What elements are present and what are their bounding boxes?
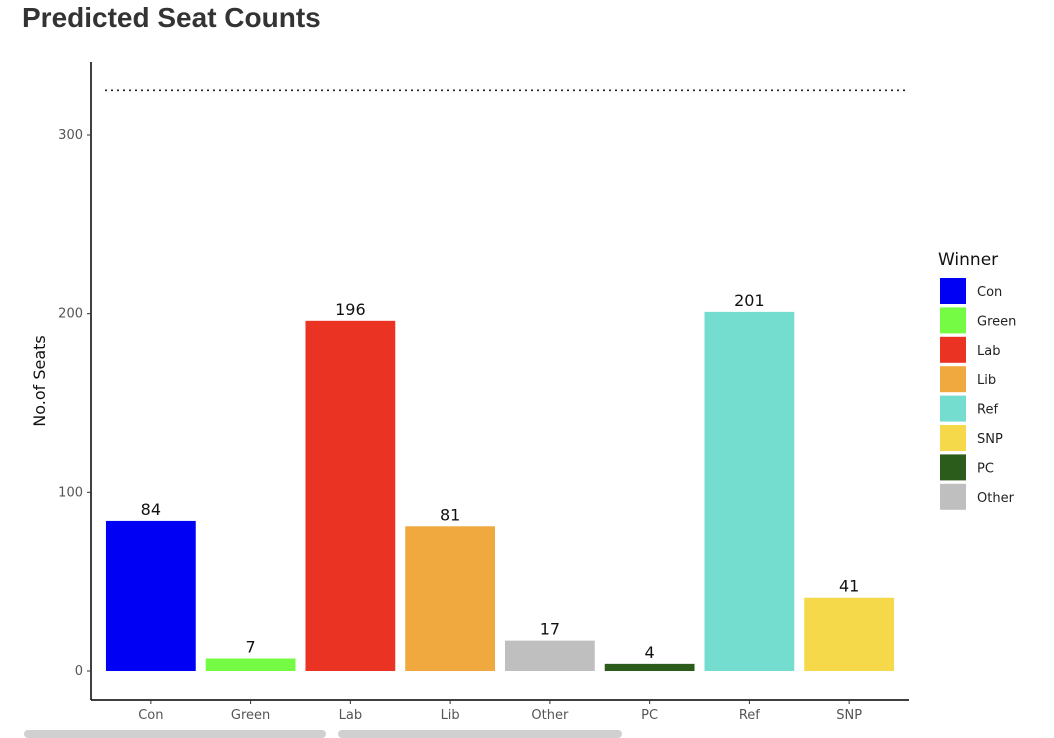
bar-value-label: 201 [734,291,765,310]
bar-value-label: 84 [141,500,161,519]
x-tick-label: Lab [339,708,362,723]
bar-value-label: 17 [540,620,560,639]
scroll-tab-left[interactable] [24,730,326,738]
bar-pc [604,663,695,671]
bar-snp [804,597,895,671]
legend-swatch-ref [940,395,966,422]
legend-label-pc: PC [977,461,994,476]
scroll-tab-right[interactable] [338,730,622,738]
legend-swatch-snp [940,425,966,451]
y-tick-label: 300 [58,128,83,143]
x-tick-label: Other [531,708,569,723]
bar-lab [305,320,396,671]
bar-value-label: 7 [246,637,256,656]
legend-swatch-other [940,483,966,510]
legend-label-snp: SNP [977,432,1003,447]
x-tick-label: PC [641,708,658,723]
x-tick-label: Lib [441,708,460,723]
page-title: Predicted Seat Counts [22,2,321,33]
bar-value-label: 81 [440,505,460,524]
legend-swatch-lab [940,336,966,363]
y-axis-title: No.of Seats [30,335,49,426]
bar-value-label: 41 [839,577,859,596]
legend-swatch-green [940,307,966,334]
x-tick-label: Green [231,708,270,723]
legend-swatch-con [940,278,966,304]
bar-value-label: 4 [645,643,655,662]
legend-title: Winner [938,250,998,270]
legend-label-con: Con [977,285,1002,300]
legend-swatch-lib [940,366,966,393]
legend-label-other: Other [977,491,1015,506]
y-tick-label: 0 [75,664,83,679]
bar-lib [405,526,496,671]
legend-label-ref: Ref [977,403,998,418]
bar-ref [704,311,795,671]
bar-green [205,658,296,671]
bar-other [504,640,595,671]
y-tick-label: 200 [58,307,83,322]
legend-swatch-pc [940,454,966,481]
bar-con [105,520,196,671]
x-tick-label: SNP [836,708,862,723]
legend-label-lib: Lib [977,373,996,388]
legend-label-green: Green [977,314,1016,329]
legend-label-lab: Lab [977,344,1000,359]
x-tick-label: Ref [739,708,760,723]
legend: Winner Con Green Lab Lib Ref SNP PC Other [938,250,1016,510]
y-tick-label: 100 [58,485,83,500]
bar-value-label: 196 [335,300,366,319]
x-tick-label: Con [138,708,163,723]
plot-area: 0 100 200 300 No.of Seats 84 Con 7 Green 196 Lab 81… [30,62,909,723]
